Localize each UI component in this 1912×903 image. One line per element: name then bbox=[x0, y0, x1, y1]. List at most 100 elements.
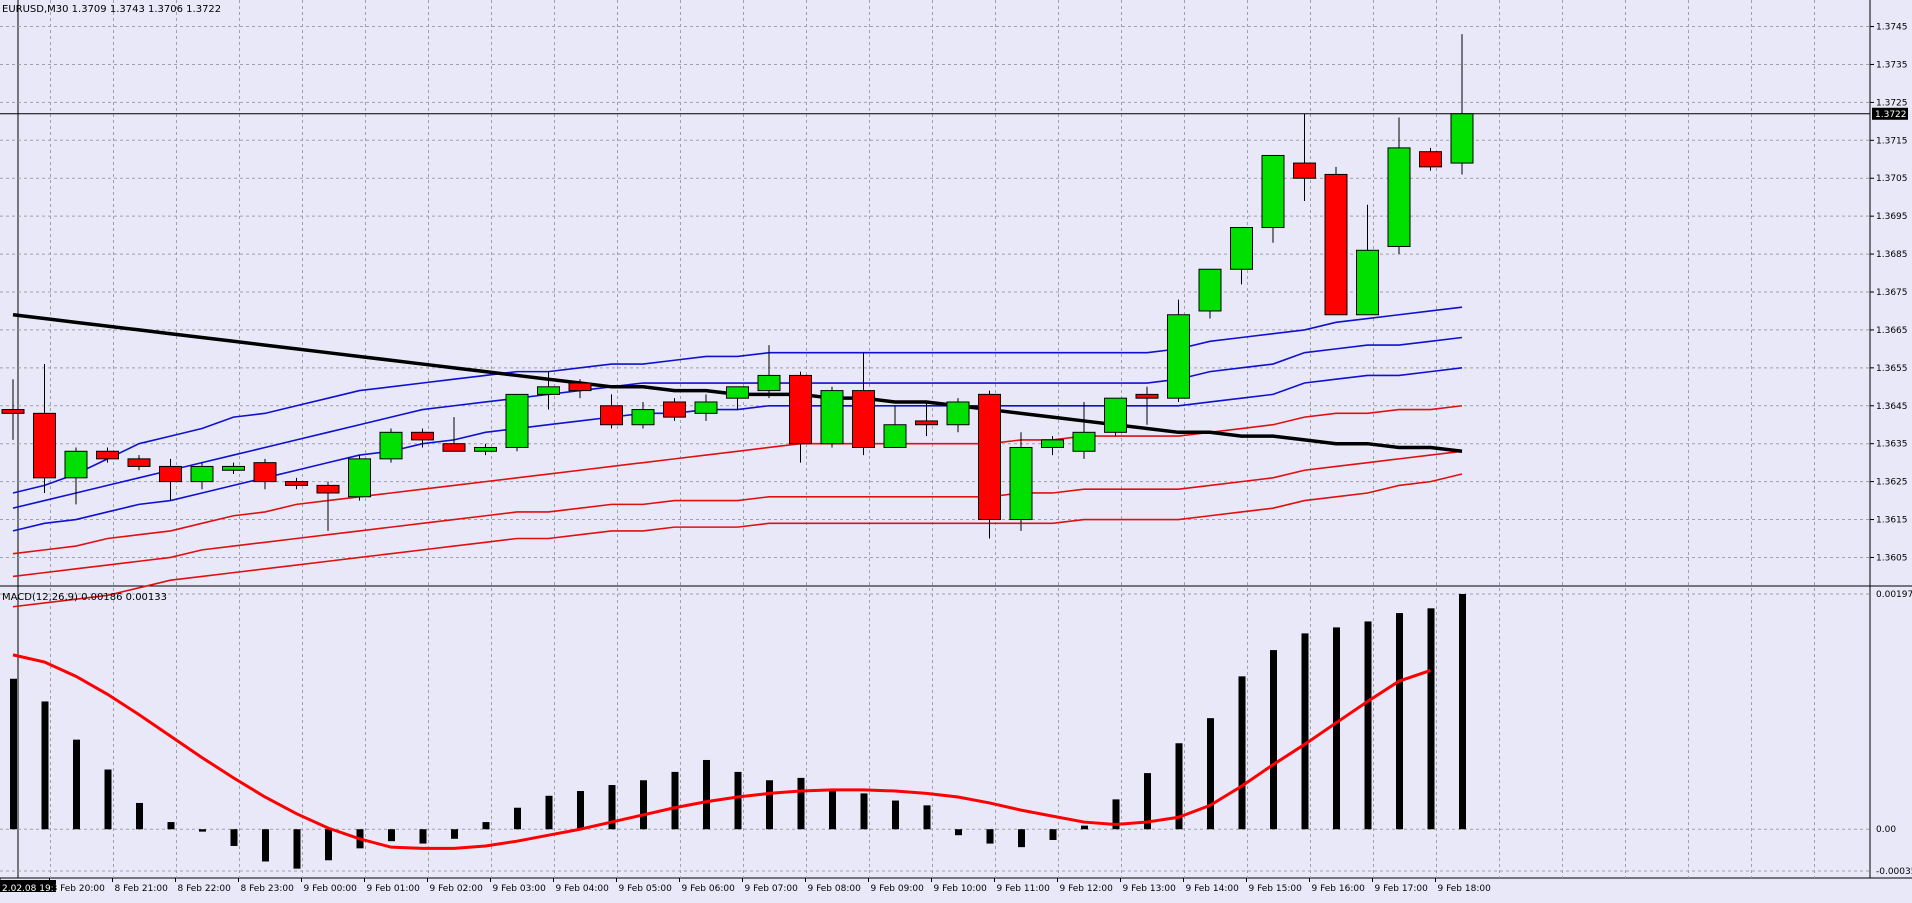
candle-body bbox=[537, 386, 560, 395]
bear-candle bbox=[159, 458, 182, 501]
x-tick-label: 9 Feb 08:00 bbox=[808, 884, 862, 894]
price-tick-label: 1.3705 bbox=[1876, 174, 1908, 184]
macd-histogram-bar bbox=[1270, 650, 1277, 830]
macd-histogram-bar bbox=[1396, 613, 1403, 830]
bull-candle bbox=[379, 428, 403, 463]
x-tick-label: 9 Feb 02:00 bbox=[430, 884, 484, 894]
x-tick-label: 9 Feb 10:00 bbox=[934, 884, 988, 894]
candle-body bbox=[1356, 249, 1379, 316]
candle-body bbox=[1293, 162, 1316, 179]
bull-candle bbox=[474, 443, 497, 456]
macd-histogram-bar bbox=[230, 829, 238, 846]
macd-histogram-bar bbox=[640, 780, 647, 830]
candle-body bbox=[127, 458, 151, 467]
symbol-info-label: EURUSD,M30 1.3709 1.3743 1.3706 1.3722 bbox=[2, 4, 221, 15]
candle-body bbox=[1009, 446, 1033, 521]
candle-body bbox=[1387, 147, 1411, 247]
macd-histogram-bar bbox=[262, 829, 269, 862]
price-tick-label: 1.3615 bbox=[1876, 516, 1908, 526]
macd-tick-label: -0.00035 bbox=[1876, 867, 1912, 877]
bear-candle bbox=[442, 417, 466, 452]
candle-body bbox=[316, 484, 340, 494]
candle-body bbox=[915, 420, 938, 426]
macd-histogram-bar bbox=[1207, 718, 1214, 830]
macd-histogram-bar bbox=[1459, 593, 1466, 830]
candle-body bbox=[946, 401, 970, 426]
macd-histogram-bar bbox=[1364, 621, 1372, 830]
price-tick-label: 1.3625 bbox=[1876, 478, 1908, 488]
macd-signal-line bbox=[12, 653, 1431, 850]
x-tick-label: 9 Feb 05:00 bbox=[619, 884, 673, 894]
candle-body bbox=[474, 446, 497, 452]
price-tick-label: 1.3735 bbox=[1876, 60, 1908, 70]
macd-histogram-bar bbox=[766, 780, 773, 830]
x-tick-label: 9 Feb 00:00 bbox=[304, 884, 358, 894]
bear-candle bbox=[663, 398, 686, 421]
macd-histogram-bar bbox=[73, 739, 80, 830]
candle-body bbox=[190, 465, 214, 483]
x-tick-label: 9 Feb 14:00 bbox=[1186, 884, 1240, 894]
candle-body bbox=[379, 431, 403, 460]
bull-candle bbox=[1167, 299, 1190, 402]
candle-body bbox=[852, 390, 875, 448]
macd-tick-label: 0.00197 bbox=[1876, 590, 1912, 600]
macd-histogram-bar bbox=[1427, 608, 1435, 830]
macd-histogram-bar bbox=[1333, 627, 1340, 830]
candle-body bbox=[442, 443, 466, 452]
candle-body bbox=[820, 390, 844, 445]
macd-histogram-bar bbox=[167, 822, 175, 830]
bear-candle bbox=[253, 458, 277, 490]
macd-histogram-bar bbox=[1049, 829, 1057, 840]
candle-body bbox=[1104, 397, 1127, 433]
x-tick-label: 9 Feb 06:00 bbox=[682, 884, 736, 894]
macd-histogram-bar bbox=[1081, 825, 1088, 830]
bull-candle bbox=[757, 345, 781, 399]
x-tick-label: 8 Feb 22:00 bbox=[178, 884, 232, 894]
candle-body bbox=[789, 374, 812, 445]
macd-histogram-bar bbox=[703, 759, 710, 830]
candle-body bbox=[757, 374, 781, 392]
macd-histogram-bar bbox=[104, 769, 112, 830]
macd-indicator bbox=[10, 593, 1466, 869]
bull-candle bbox=[946, 398, 970, 433]
x-tick-label: 9 Feb 11:00 bbox=[997, 884, 1051, 894]
macd-histogram-bar bbox=[545, 795, 553, 830]
macd-histogram-bar bbox=[577, 791, 584, 830]
bull-candle bbox=[1198, 268, 1222, 319]
price-tick-label: 1.3675 bbox=[1876, 288, 1908, 298]
bull-candle bbox=[1041, 436, 1064, 456]
candle-body bbox=[1167, 314, 1190, 399]
candle-body bbox=[726, 386, 749, 399]
price-tick-label: 1.3685 bbox=[1876, 250, 1908, 260]
x-tick-label: 9 Feb 01:00 bbox=[367, 884, 421, 894]
macd-histogram-bar bbox=[734, 771, 742, 830]
x-tick-label: 9 Feb 09:00 bbox=[871, 884, 925, 894]
bear-candle bbox=[1293, 113, 1316, 201]
price-tick-label: 1.3715 bbox=[1876, 136, 1908, 146]
macd-histogram-bar bbox=[41, 701, 49, 830]
candle-body bbox=[631, 409, 655, 426]
candle-body bbox=[96, 450, 119, 460]
bear-candle bbox=[285, 477, 308, 490]
macd-histogram-bar bbox=[797, 777, 805, 830]
bb-upper-mid bbox=[12, 336, 1463, 509]
macd-histogram-bar bbox=[419, 829, 427, 844]
candle-body bbox=[1072, 431, 1096, 452]
candle-body bbox=[1135, 393, 1159, 399]
bear-candle bbox=[96, 447, 119, 463]
candle-body bbox=[1261, 154, 1285, 229]
x-tick-label: 9 Feb 04:00 bbox=[556, 884, 610, 894]
price-tick-label: 1.3725 bbox=[1876, 98, 1908, 108]
candle-body bbox=[1041, 439, 1064, 448]
candle-body bbox=[64, 450, 88, 479]
candle-body bbox=[663, 401, 686, 418]
x-label-cursor-bg bbox=[0, 880, 56, 892]
bull-candle bbox=[1450, 34, 1474, 175]
bull-candle bbox=[726, 386, 749, 410]
bull-candle bbox=[631, 401, 655, 429]
bull-candle bbox=[883, 405, 907, 448]
bear-candle bbox=[915, 401, 938, 437]
